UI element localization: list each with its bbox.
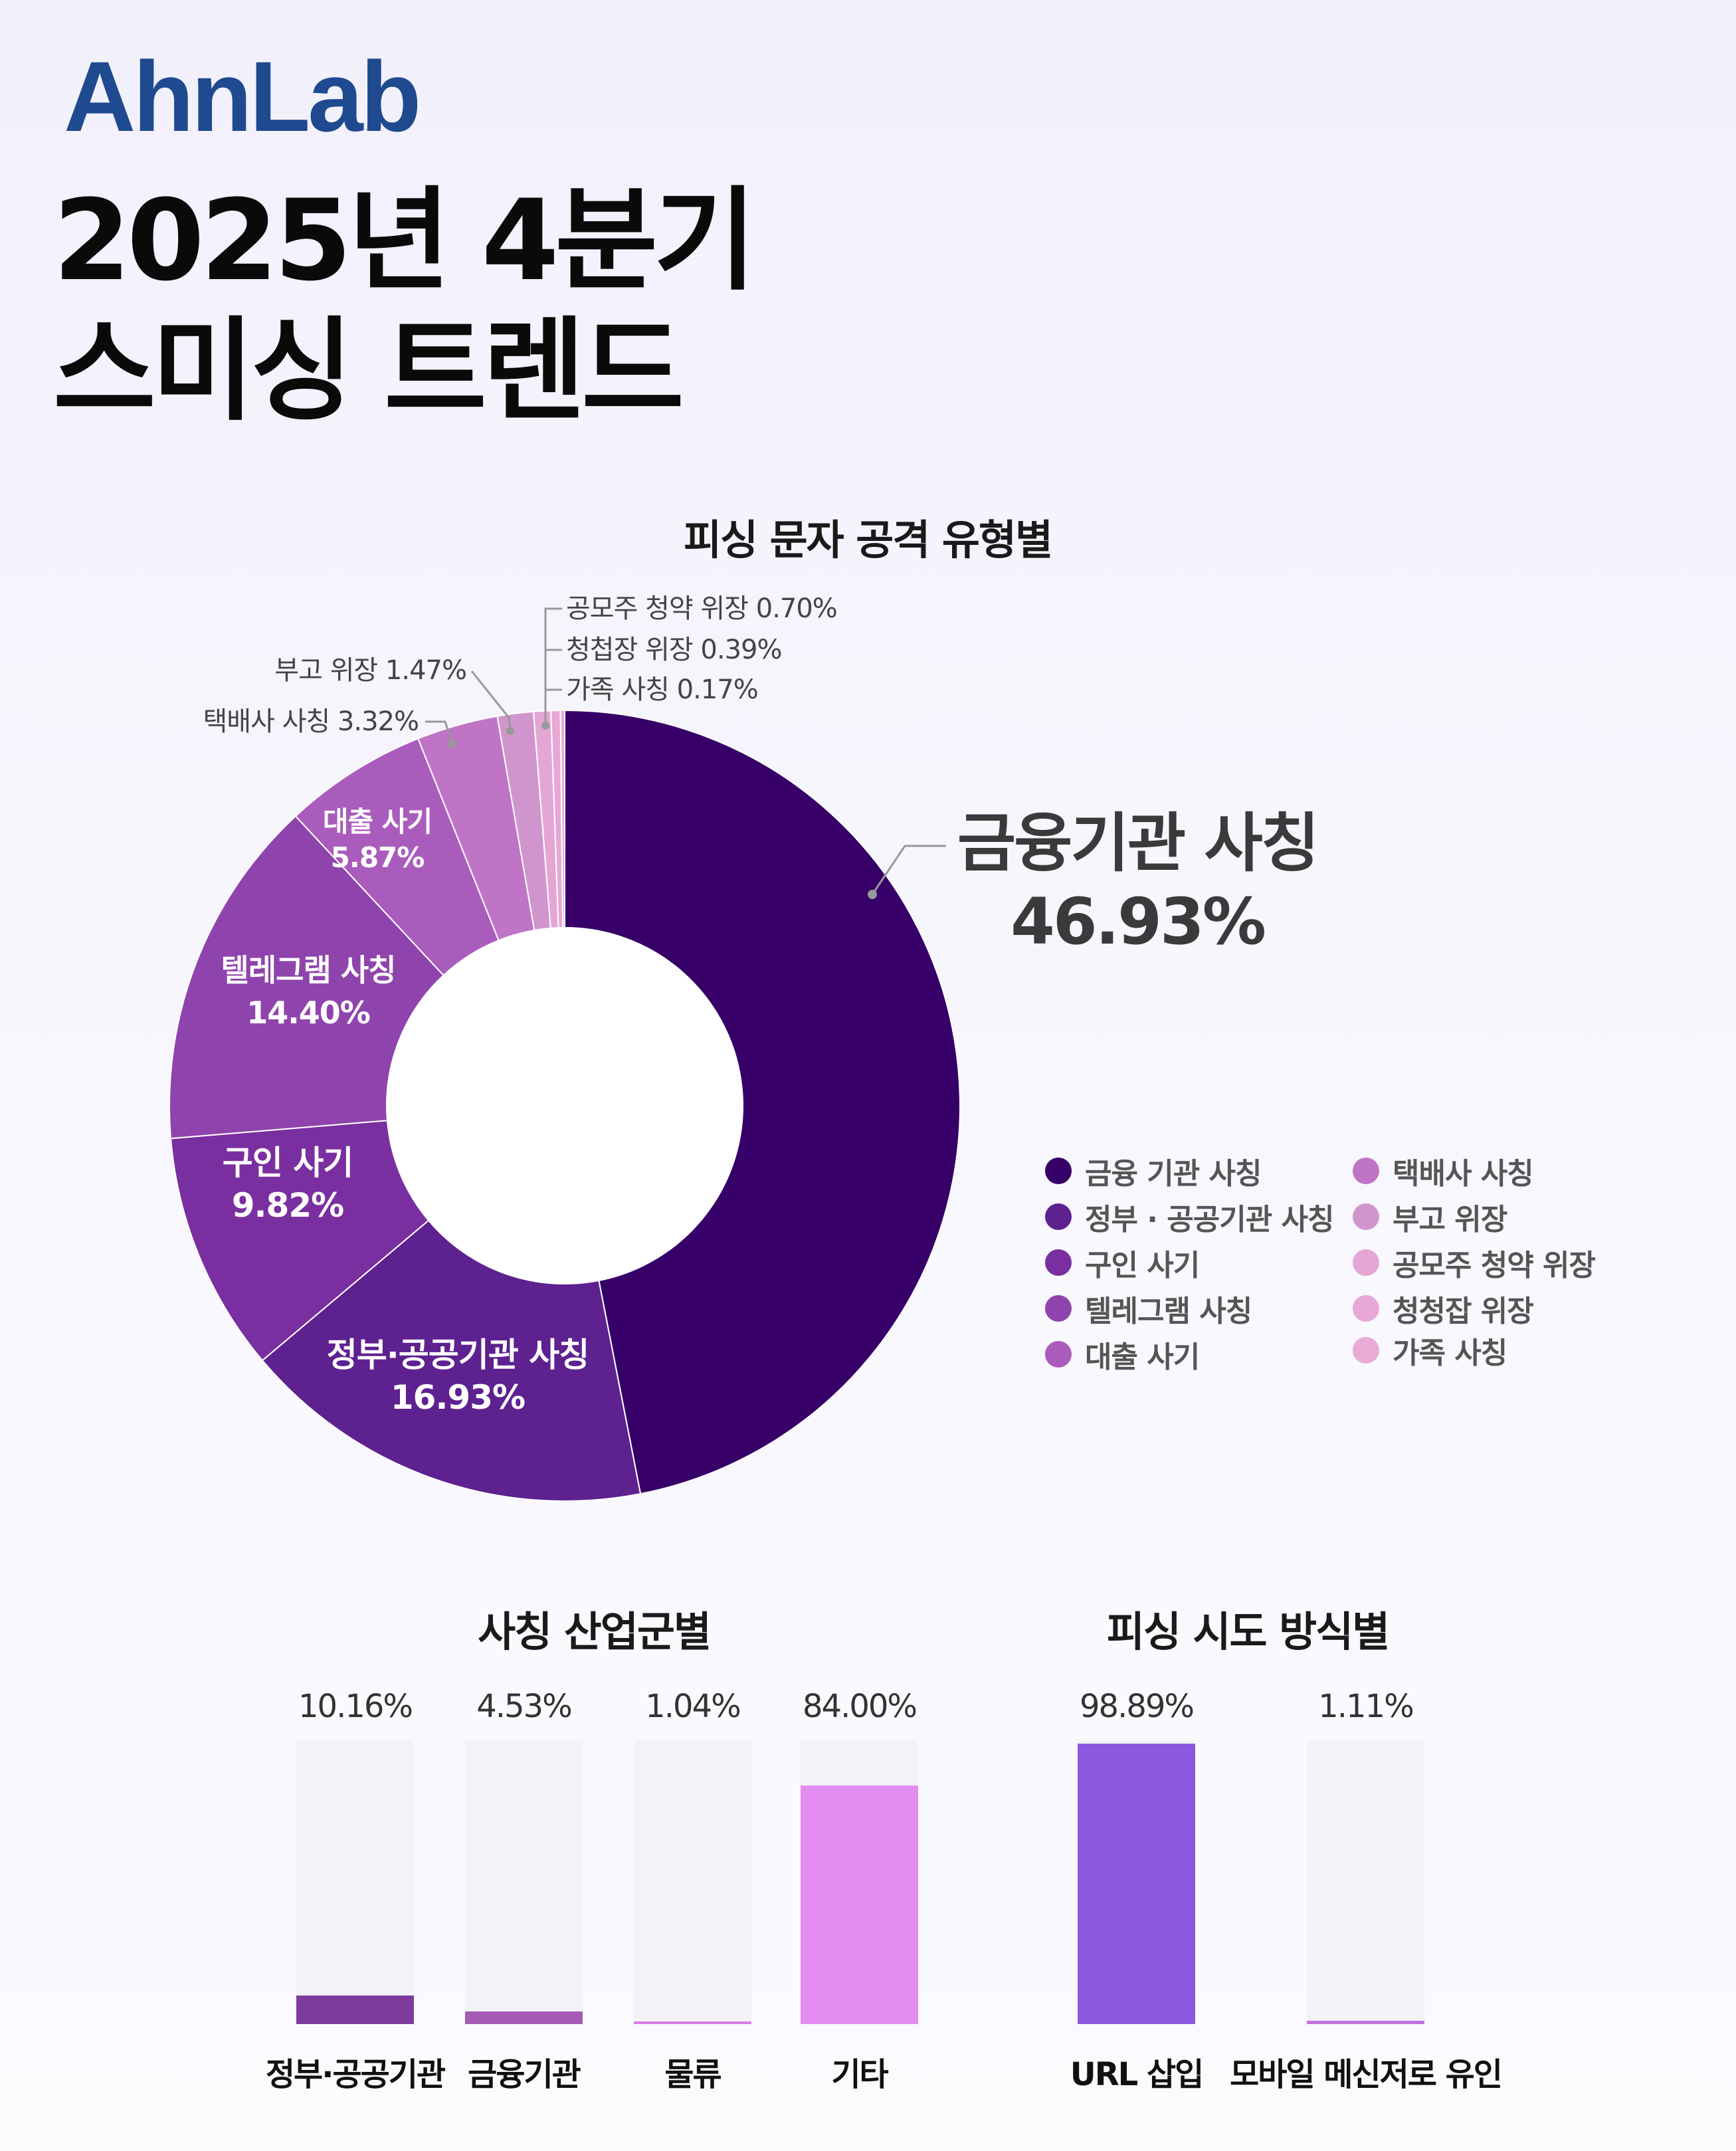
bar-category-label: 금융기관 xyxy=(468,2056,581,2093)
bar xyxy=(634,2021,751,2024)
legend-item: 텔레그램 사칭 xyxy=(1045,1287,1252,1330)
legend-item: 부고 위장 xyxy=(1353,1195,1507,1238)
bar-category-label: 정부·공공기관 xyxy=(265,2056,446,2093)
slice-label-telegram: 텔레그램 사칭 14.40% xyxy=(221,952,397,1031)
callout-family: 가족 사칭 0.17% xyxy=(566,674,759,705)
legend-dot xyxy=(1353,1295,1379,1322)
donut-hole xyxy=(387,928,743,1284)
method-chart-title: 피싱 시도 방식별 xyxy=(1106,1607,1390,1656)
leader-line-courier xyxy=(425,720,454,745)
legend-label: 가족 사칭 xyxy=(1393,1336,1507,1370)
bar xyxy=(296,1995,414,2024)
legend-dot xyxy=(1353,1158,1379,1184)
bar xyxy=(1307,2021,1424,2024)
leader-line-small xyxy=(544,607,562,726)
legend-dot xyxy=(1045,1295,1072,1322)
legend-dot xyxy=(1353,1249,1379,1276)
leader-line-finance xyxy=(871,845,946,895)
leader-lines xyxy=(425,607,946,895)
legend-dot xyxy=(1045,1203,1072,1230)
slice-label-finance: 금융기관 사칭 46.93% xyxy=(957,806,1319,959)
bar-value-label: 4.53% xyxy=(476,1688,572,1725)
legend-label: 텔레그램 사칭 xyxy=(1085,1294,1252,1328)
leader-dot-obituary xyxy=(506,727,514,735)
bar-category-label: URL 삽입 xyxy=(1070,2056,1205,2093)
industry-chart-title: 사칭 산업군별 xyxy=(478,1607,712,1656)
ahnlab-logo: AhnLab xyxy=(64,41,421,152)
bar xyxy=(801,1786,918,2024)
callout-courier: 택배사 사칭 3.32% xyxy=(203,706,419,737)
bar-track xyxy=(801,1740,918,2024)
legend-label: 청청잡 위장 xyxy=(1393,1294,1534,1328)
bar-track xyxy=(1078,1740,1195,2024)
bar-category-label: 물류 xyxy=(664,2056,722,2093)
legend-dot xyxy=(1353,1337,1379,1364)
legend-dot xyxy=(1045,1158,1072,1184)
legend-label: 택배사 사칭 xyxy=(1393,1157,1534,1191)
legend-item: 청청잡 위장 xyxy=(1353,1287,1534,1330)
legend-item: 공모주 청약 위장 xyxy=(1353,1241,1596,1284)
legend-label: 구인 사기 xyxy=(1085,1249,1200,1282)
legend-dot xyxy=(1045,1341,1072,1368)
legend-label: 정부 · 공공기관 사칭 xyxy=(1085,1203,1335,1237)
slice-label-government: 정부·공공기관 사칭 16.93% xyxy=(326,1336,589,1417)
leader-dot-small xyxy=(541,722,549,730)
legend-dot xyxy=(1045,1249,1072,1276)
page-title-line1: 2025년 4분기 xyxy=(53,175,757,306)
legend-item: 금융 기관 사칭 xyxy=(1045,1150,1262,1192)
bar xyxy=(1078,1743,1195,2024)
callout-ipo: 공모주 청약 위장 0.70% xyxy=(566,593,838,624)
callout-wedding: 청첩장 위장 0.39% xyxy=(566,635,782,665)
bar-track xyxy=(465,1740,583,2024)
donut-chart xyxy=(169,607,961,1502)
bar-value-label: 10.16% xyxy=(298,1688,413,1725)
bar-value-label: 1.04% xyxy=(645,1688,741,1725)
bar-track xyxy=(1307,1740,1424,2024)
bar-value-label: 98.89% xyxy=(1079,1688,1195,1725)
slice-label-loan: 대출 사기 5.87% xyxy=(322,805,433,874)
callout-obituary: 부고 위장 1.47% xyxy=(274,655,467,686)
legend-dot xyxy=(1353,1203,1379,1230)
bar xyxy=(465,2011,583,2024)
bar-category-label: 기타 xyxy=(831,2056,888,2093)
legend-label: 금융 기관 사칭 xyxy=(1085,1157,1262,1191)
legend-item: 택배사 사칭 xyxy=(1353,1150,1534,1192)
legend-label: 공모주 청약 위장 xyxy=(1393,1249,1596,1282)
bar-value-label: 84.00% xyxy=(802,1688,917,1725)
legend-item: 가족 사칭 xyxy=(1353,1329,1507,1372)
legend-item: 대출 사기 xyxy=(1045,1333,1200,1376)
legend-item: 구인 사기 xyxy=(1045,1241,1200,1284)
leader-dot-courier xyxy=(448,740,456,748)
bar-category-label: 모바일 메신저로 유인 xyxy=(1230,2056,1503,2093)
bar-track xyxy=(296,1740,414,2024)
slice-label-job: 구인 사기 9.82% xyxy=(222,1144,353,1225)
donut-chart-title: 피싱 문자 공격 유형별 xyxy=(683,516,1053,564)
page-title-line2: 스미싱 트렌드 xyxy=(53,306,684,436)
legend-item: 정부 · 공공기관 사칭 xyxy=(1045,1195,1335,1238)
leader-dot-finance xyxy=(868,890,877,899)
bar-value-label: 1.11% xyxy=(1318,1688,1414,1725)
bar-track xyxy=(634,1740,751,2024)
legend-label: 부고 위장 xyxy=(1393,1203,1507,1237)
legend-label: 대출 사기 xyxy=(1085,1340,1200,1374)
leader-line-obituary xyxy=(470,670,512,732)
